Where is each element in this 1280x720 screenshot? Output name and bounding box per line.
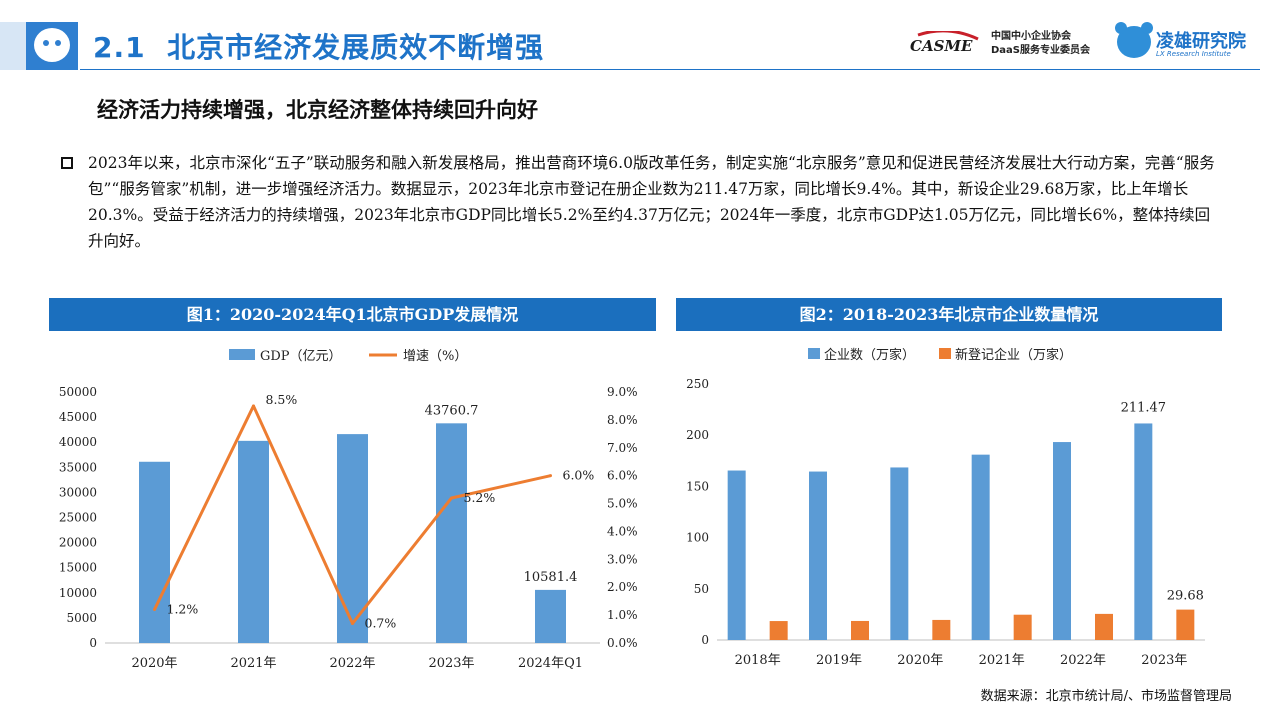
gdp-bar-label: 10581.4: [524, 570, 578, 585]
section-number: 2.1: [93, 31, 146, 64]
y-right-tick-label: 5.0%: [607, 497, 638, 511]
y-tick-label: 0: [701, 633, 709, 647]
y-tick-label: 150: [686, 479, 709, 493]
gdp-bar-label: 43760.7: [425, 403, 479, 418]
x-tick-label: 2018年: [735, 653, 781, 668]
growth-point: [153, 608, 156, 612]
growth-label: 8.5%: [266, 392, 298, 407]
new-enterprise-bar: [1176, 609, 1195, 640]
y-right-tick-label: 8.0%: [607, 413, 638, 427]
section-title: 北京市经济发展质效不断增强: [167, 31, 545, 64]
x-tick-label: 2021年: [230, 656, 276, 671]
org2-name: 凌雄研究院: [1156, 31, 1246, 52]
lx-bear-icon: [1115, 22, 1153, 58]
x-tick-label: 2022年: [1060, 653, 1106, 668]
y-tick-label: 250: [686, 377, 709, 391]
page-title: 2.1 北京市经济发展质效不断增强: [93, 26, 544, 66]
y-left-tick-label: 10000: [59, 586, 97, 600]
y-tick-label: 50: [694, 582, 709, 596]
y-left-tick-label: 35000: [59, 460, 97, 474]
y-right-tick-label: 4.0%: [607, 524, 638, 538]
growth-label: 6.0%: [563, 468, 595, 483]
gdp-bar: [436, 423, 467, 643]
y-left-tick-label: 50000: [59, 385, 97, 399]
title-divider: [80, 69, 1260, 70]
y-right-tick-label: 7.0%: [607, 441, 638, 455]
x-tick-label: 2019年: [816, 653, 862, 668]
y-right-tick-label: 9.0%: [607, 385, 638, 399]
new-enterprise-bar: [932, 619, 951, 640]
slide-subtitle: 经济活力持续增强，北京经济整体持续回升向好: [97, 98, 538, 122]
legend-enterprise-swatch: [808, 348, 820, 359]
y-left-tick-label: 0: [89, 636, 97, 650]
x-tick-label: 2023年: [1141, 653, 1187, 668]
new-enterprise-bar: [851, 620, 869, 640]
new-enterprise-bar: [1095, 613, 1113, 640]
chart2-title: 图2：2018-2023年北京市企业数量情况: [676, 298, 1222, 331]
new-enterprise-bar-label: 29.68: [1167, 589, 1204, 604]
enterprise-bar-label: 211.47: [1121, 400, 1167, 415]
y-left-tick-label: 40000: [59, 435, 97, 449]
legend-enterprise-label: 企业数（万家）: [824, 347, 915, 363]
y-right-tick-label: 1.0%: [607, 608, 638, 622]
gdp-bar: [139, 461, 170, 643]
gdp-bar: [535, 589, 566, 643]
growth-label: 5.2%: [464, 490, 496, 505]
growth-label: 1.2%: [167, 602, 199, 617]
y-left-tick-label: 5000: [66, 611, 97, 625]
enterprise-bar: [809, 471, 827, 640]
org1-line2: DaaS服务专业委员会: [991, 45, 1090, 56]
x-tick-label: 2023年: [428, 656, 474, 671]
new-enterprise-bar: [1013, 614, 1032, 640]
enterprise-bar: [727, 470, 746, 640]
bear-logo-icon: [34, 28, 70, 62]
new-enterprise-bar: [769, 621, 788, 640]
y-right-tick-label: 2.0%: [607, 580, 638, 594]
casme-logo-icon: CASME: [910, 31, 979, 55]
enterprise-bar: [1053, 442, 1071, 640]
enterprise-bar: [890, 467, 909, 640]
x-tick-label: 2020年: [897, 653, 943, 668]
y-left-tick-label: 45000: [59, 410, 97, 424]
growth-label: 0.7%: [365, 615, 397, 630]
growth-point: [549, 474, 552, 478]
y-right-tick-label: 3.0%: [607, 552, 638, 566]
y-left-tick-label: 20000: [59, 536, 97, 550]
enterprise-bar: [1134, 423, 1153, 640]
org2-subtitle: LX Research Institute: [1156, 50, 1231, 58]
growth-point: [252, 404, 255, 408]
growth-point: [450, 496, 453, 500]
y-tick-label: 100: [686, 531, 709, 545]
chart1-title: 图1：2020-2024年Q1北京市GDP发展情况: [49, 298, 656, 331]
legend-gdp-label: GDP（亿元）: [260, 349, 342, 364]
casme-logo-text: CASME: [910, 37, 973, 55]
legend-new-swatch: [939, 348, 951, 359]
x-tick-label: 2021年: [979, 653, 1025, 668]
enterprise-bar: [971, 454, 990, 640]
x-tick-label: 2022年: [329, 656, 375, 671]
data-source: 数据来源：北京市统计局/、市场监督管理局: [980, 689, 1232, 704]
legend-new-label: 新登记企业（万家）: [955, 347, 1072, 363]
growth-point: [351, 621, 354, 625]
org1-line1: 中国中小企业协会: [991, 31, 1071, 42]
org1-name: 中国中小企业协会 DaaS服务专业委员会: [991, 30, 1090, 58]
y-left-tick-label: 15000: [59, 561, 97, 575]
body-paragraph: 2023年以来，北京市深化“五子”联动服务和融入新发展格局，推出营商环境6.0版…: [88, 154, 1215, 250]
y-right-tick-label: 0.0%: [607, 636, 638, 650]
legend-gdp-swatch: [229, 349, 255, 360]
gdp-bar: [238, 440, 269, 643]
y-tick-label: 200: [686, 428, 709, 442]
x-tick-label: 2020年: [131, 656, 177, 671]
legend-growth-label: 增速（%）: [403, 349, 467, 364]
y-left-tick-label: 30000: [59, 485, 97, 499]
y-left-tick-label: 25000: [59, 511, 97, 525]
bullet-square-icon: [61, 157, 73, 169]
y-right-tick-label: 6.0%: [607, 469, 638, 483]
x-tick-label: 2024年Q1: [518, 656, 583, 671]
